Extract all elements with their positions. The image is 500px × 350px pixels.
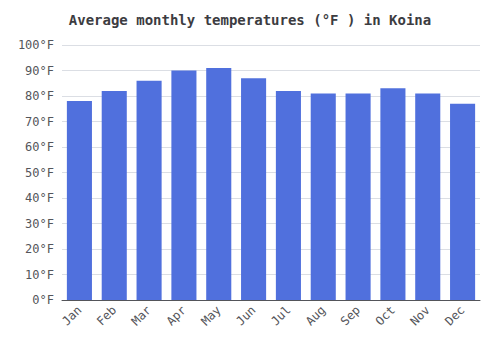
svg-text:100°F: 100°F: [18, 38, 54, 52]
svg-text:0°F: 0°F: [32, 293, 54, 307]
svg-text:Apr: Apr: [164, 303, 189, 328]
svg-text:Feb: Feb: [94, 303, 119, 328]
svg-text:60°F: 60°F: [25, 140, 54, 154]
svg-text:10°F: 10°F: [25, 268, 54, 282]
svg-text:Nov: Nov: [407, 303, 432, 328]
svg-text:Aug: Aug: [303, 303, 328, 328]
svg-text:70°F: 70°F: [25, 115, 54, 129]
svg-text:Mar: Mar: [129, 303, 154, 328]
svg-text:Sep: Sep: [338, 303, 363, 328]
svg-text:30°F: 30°F: [25, 217, 54, 231]
svg-text:Jul: Jul: [268, 303, 293, 328]
svg-text:May: May: [198, 303, 223, 328]
svg-text:Average monthly temperatures (: Average monthly temperatures (°F ) in Ko…: [69, 12, 431, 28]
svg-text:40°F: 40°F: [25, 191, 54, 205]
svg-text:20°F: 20°F: [25, 242, 54, 256]
svg-text:80°F: 80°F: [25, 89, 54, 103]
svg-text:90°F: 90°F: [25, 64, 54, 78]
svg-text:50°F: 50°F: [25, 166, 54, 180]
svg-text:Dec: Dec: [442, 303, 467, 328]
svg-text:Oct: Oct: [373, 303, 398, 328]
svg-text:Jun: Jun: [233, 303, 258, 328]
svg-text:Jan: Jan: [59, 303, 84, 328]
